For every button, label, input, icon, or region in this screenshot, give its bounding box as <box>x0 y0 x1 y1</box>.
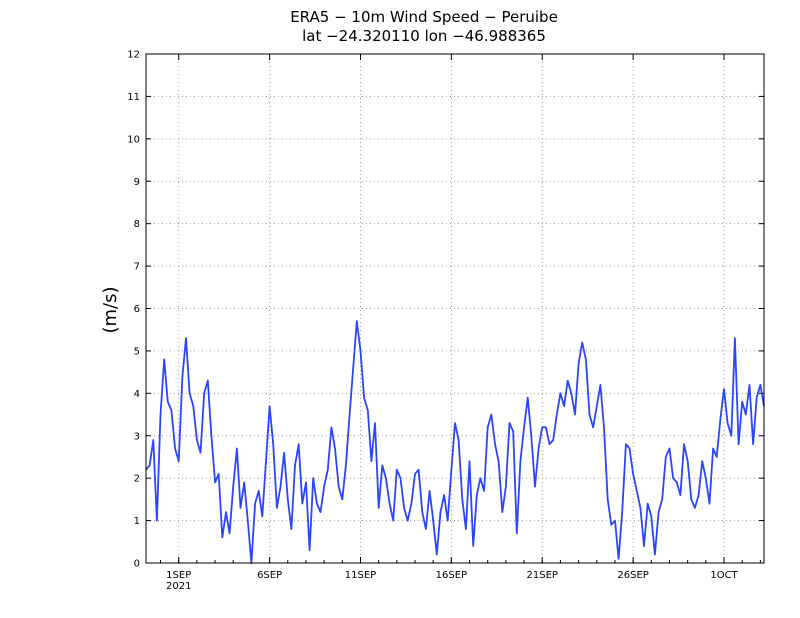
x-year-label: 2021 <box>166 581 191 592</box>
x-tick-label: 6SEP <box>257 570 282 581</box>
x-tick-label: 21SEP <box>527 570 558 581</box>
chart-title-line1: ERA5 − 10m Wind Speed − Peruibe <box>290 8 558 26</box>
x-tick-label: 11SEP <box>345 570 376 581</box>
y-tick-label: 4 <box>134 389 140 400</box>
y-tick-label: 0 <box>134 559 140 570</box>
y-tick-label: 7 <box>134 262 140 273</box>
chart-title-line2: lat −24.320110 lon −46.988365 <box>302 27 546 45</box>
y-tick-label: 3 <box>134 431 140 442</box>
y-tick-label: 10 <box>127 134 140 145</box>
y-tick-label: 8 <box>134 219 140 230</box>
wind-speed-series-line <box>145 320 765 564</box>
y-tick-label: 12 <box>127 50 140 61</box>
y-tick-label: 2 <box>134 474 140 485</box>
y-tick-label: 6 <box>134 304 140 315</box>
series-layer <box>145 320 765 564</box>
y-tick-label: 5 <box>134 346 140 357</box>
y-tick-label: 9 <box>134 177 140 188</box>
x-tick-label: 16SEP <box>436 570 467 581</box>
x-tick-label: 1SEP <box>166 570 191 581</box>
plot-frame <box>145 53 765 564</box>
y-tick-label: 11 <box>127 92 140 103</box>
x-tick-label: 26SEP <box>617 570 648 581</box>
y-axis-label: (m/s) <box>100 286 121 333</box>
x-tick-label: 1OCT <box>710 570 738 581</box>
y-tick-label: 1 <box>134 516 140 527</box>
